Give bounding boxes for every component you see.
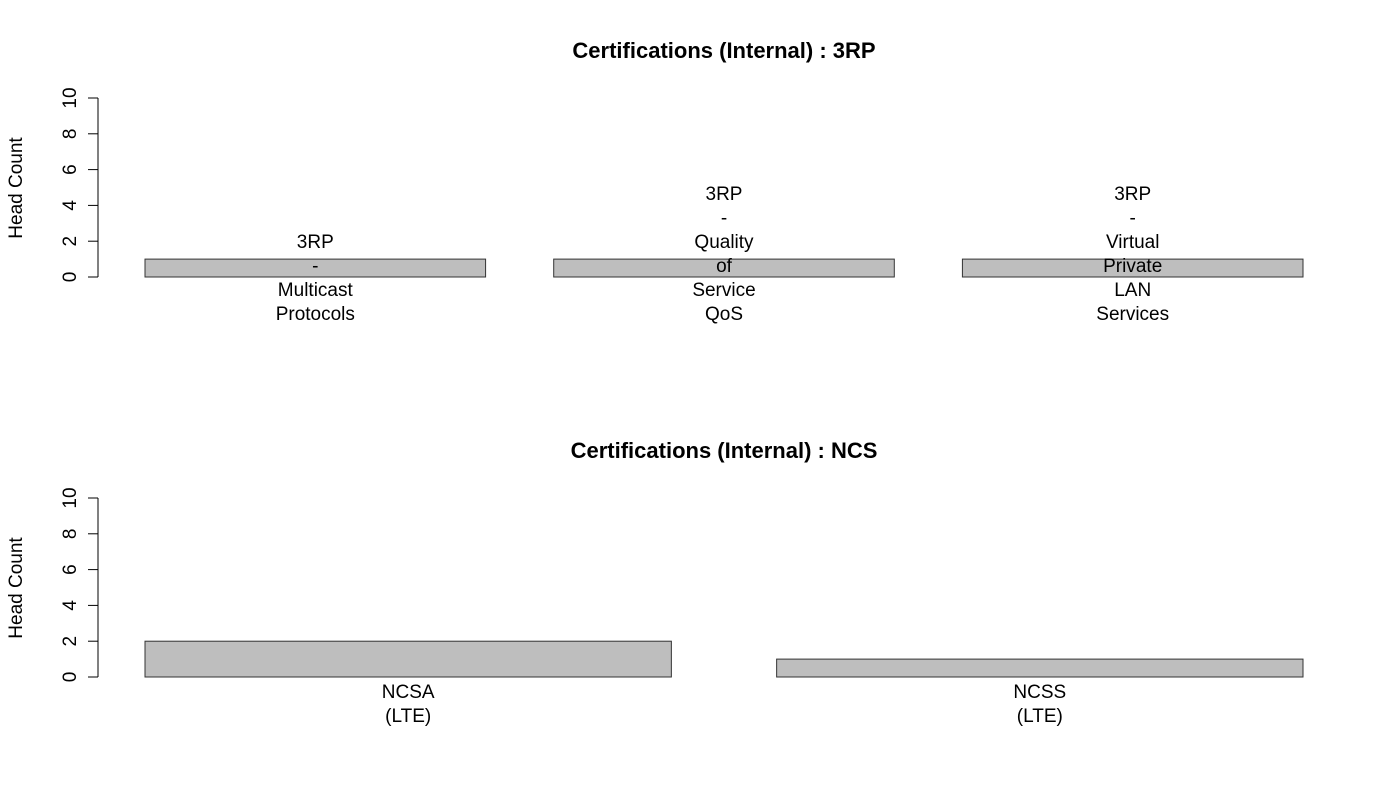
- x-tick-label: Multicast: [278, 280, 354, 301]
- x-tick-label: 3RP: [297, 232, 334, 253]
- x-tick-label: 3RP: [1114, 184, 1151, 205]
- x-tick-label: Quality: [694, 232, 754, 253]
- y-tick-label: 10: [60, 487, 81, 508]
- bar: [144, 258, 487, 278]
- y-tick-label: 0: [60, 672, 81, 683]
- y-tick-label: 6: [60, 164, 81, 175]
- x-tick-label: NCSA: [382, 682, 435, 703]
- panel-ncs: Certifications (Internal) : NCS Head Cou…: [6, 438, 1304, 727]
- bar: [776, 658, 1304, 678]
- x-tick-label: (LTE): [1017, 706, 1063, 727]
- plot-area-3rp: 0 2 4 6 8 10 3RP - Multicast Protocols 3RP - Quality…: [60, 87, 1304, 325]
- bar: [144, 640, 672, 678]
- chart-title-3rp: Certifications (Internal) : 3RP: [572, 38, 875, 63]
- x-tick-label: Private: [1103, 256, 1162, 277]
- bar: [961, 258, 1304, 278]
- x-tick-label: QoS: [705, 304, 743, 325]
- y-tick-label: 6: [60, 564, 81, 575]
- y-tick-label: 4: [60, 600, 81, 611]
- x-tick-label: -: [312, 256, 318, 277]
- x-tick-label: Protocols: [276, 304, 355, 325]
- y-tick-label: 0: [60, 272, 81, 283]
- x-tick-label: (LTE): [385, 706, 431, 727]
- y-axis-label-ncs: Head Count: [6, 537, 27, 639]
- panel-3rp: Certifications (Internal) : 3RP Head Cou…: [6, 38, 1304, 325]
- plot-area-ncs: 0 2 4 6 8 10 NCSA (LTE) NCSS (LTE): [60, 487, 1304, 727]
- chart-title-ncs: Certifications (Internal) : NCS: [571, 438, 878, 463]
- y-tick-label: 2: [60, 236, 81, 247]
- x-tick-label: -: [721, 208, 727, 229]
- y-tick-label: 4: [60, 200, 81, 211]
- x-tick-label: -: [1130, 208, 1136, 229]
- y-tick-label: 2: [60, 636, 81, 647]
- y-tick-label: 8: [60, 129, 81, 140]
- x-tick-label: Service: [692, 280, 755, 301]
- y-tick-label: 8: [60, 529, 81, 540]
- y-axis-label-3rp: Head Count: [6, 137, 27, 239]
- y-tick-label: 10: [60, 87, 81, 108]
- bar: [553, 258, 895, 278]
- x-tick-label: Services: [1096, 304, 1169, 325]
- x-tick-label: Virtual: [1106, 232, 1160, 253]
- x-tick-label: NCSS: [1013, 682, 1066, 703]
- x-tick-label: 3RP: [706, 184, 743, 205]
- x-tick-label: LAN: [1114, 280, 1151, 301]
- x-tick-label: of: [716, 256, 733, 277]
